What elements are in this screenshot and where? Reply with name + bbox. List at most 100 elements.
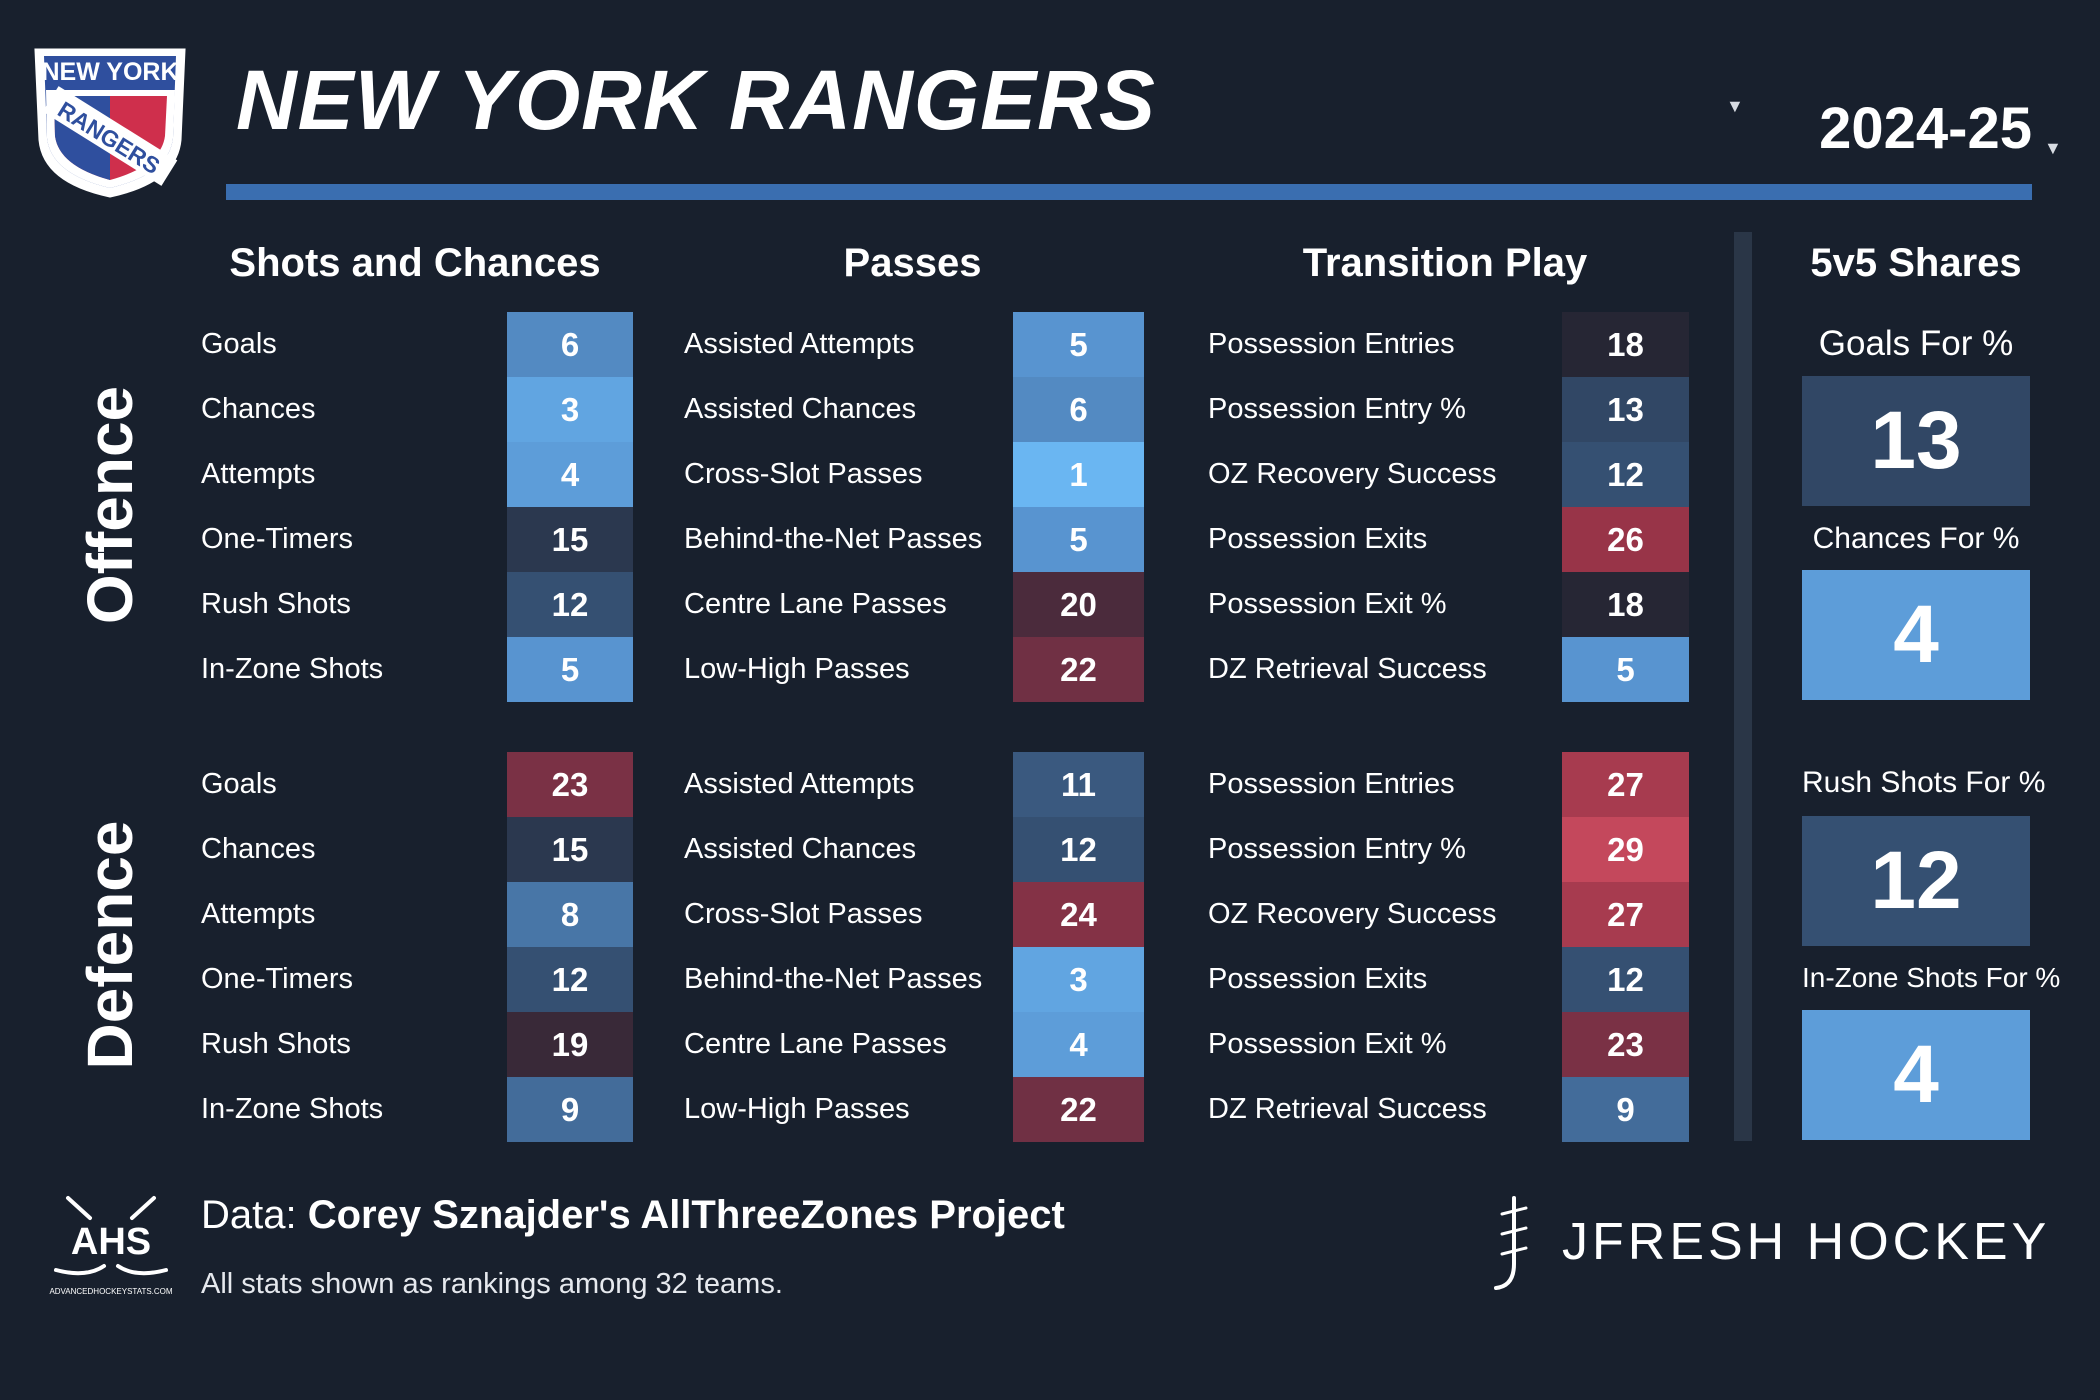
- column-header-passes: Passes: [843, 241, 982, 285]
- offence-shots-rank-cell: 15: [507, 507, 633, 572]
- defence-transition-rank-cell: 27: [1562, 882, 1689, 947]
- offence-transition-label: DZ Retrieval Success: [1208, 653, 1487, 685]
- section-label-defence: Defence: [74, 820, 146, 1070]
- rankings-note: All stats shown as rankings among 32 tea…: [201, 1268, 783, 1300]
- offence-transition-label: Possession Exits: [1208, 523, 1428, 555]
- share-label-goals: Goals For %: [1818, 324, 2014, 363]
- offence-shots-rank-cell: 12: [507, 572, 633, 637]
- share-label-rush-shots: Rush Shots For %: [1802, 766, 2046, 799]
- offence-shots-rank-cell: 3: [507, 377, 633, 442]
- offence-shots-rank-cell: 5: [507, 637, 633, 702]
- offence-passes-rank-cell: 5: [1013, 507, 1144, 572]
- defence-shots-label: Goals: [201, 768, 277, 800]
- logo-text-top: NEW YORK: [41, 58, 178, 86]
- offence-passes-rank-cell: 1: [1013, 442, 1144, 507]
- offence-passes-label: Cross-Slot Passes: [684, 458, 923, 490]
- defence-shots-label: Attempts: [201, 898, 316, 930]
- defence-passes-rank-cell: 11: [1013, 752, 1144, 817]
- defence-shots-label: In-Zone Shots: [201, 1093, 384, 1125]
- section-label-offence: Offence: [74, 385, 146, 625]
- defence-shots-rank-cell: 15: [507, 817, 633, 882]
- defence-transition-label: DZ Retrieval Success: [1208, 1093, 1487, 1125]
- defence-shots-rank-cell: 9: [507, 1077, 633, 1142]
- offence-shots-rank-cell: 4: [507, 442, 633, 507]
- defence-transition-rank-cell: 23: [1562, 1012, 1689, 1077]
- defence-passes-label: Centre Lane Passes: [684, 1028, 947, 1060]
- defence-shots-label: One-Timers: [201, 963, 353, 995]
- offence-passes-label: Low-High Passes: [684, 653, 910, 685]
- data-source-prefix: Data:: [201, 1193, 308, 1237]
- offence-passes-label: Assisted Attempts: [684, 328, 915, 360]
- share-label-in-zone-shots: In-Zone Shots For %: [1802, 962, 2061, 993]
- defence-transition-rank-cell: 27: [1562, 752, 1689, 817]
- season-selector[interactable]: 2024-25: [1819, 96, 2032, 161]
- team-dropdown-caret-icon[interactable]: ▼: [1726, 96, 1744, 116]
- defence-transition-label: Possession Exit %: [1208, 1028, 1447, 1060]
- defence-transition-label: Possession Entries: [1208, 768, 1455, 800]
- offence-shots-label: Goals: [201, 328, 277, 360]
- offence-shots-rank-cell: 6: [507, 312, 633, 377]
- defence-passes-label: Assisted Chances: [684, 833, 917, 865]
- defence-transition-label: OZ Recovery Success: [1208, 898, 1497, 930]
- ahs-logo: AHS ADVANCEDHOCKEYSTATS.COM: [49, 1196, 173, 1296]
- defence-passes-rank-cell: 4: [1013, 1012, 1144, 1077]
- offence-passes-rank-cell: 22: [1013, 637, 1144, 702]
- offence-passes-label: Assisted Chances: [684, 393, 917, 425]
- season-dropdown-caret-icon[interactable]: ▼: [2044, 138, 2062, 158]
- offence-shots-label: In-Zone Shots: [201, 653, 384, 685]
- defence-passes-rank-cell: 3: [1013, 947, 1144, 1012]
- ahs-url-text: ADVANCEDHOCKEYSTATS.COM: [49, 1287, 172, 1296]
- defence-passes-rank-cell: 12: [1013, 817, 1144, 882]
- defence-shots-label: Chances: [201, 833, 316, 865]
- defence-passes-rank-cell: 22: [1013, 1077, 1144, 1142]
- defence-transition-label: Possession Exits: [1208, 963, 1428, 995]
- share-box-goals: 13: [1802, 376, 2030, 506]
- share-box-in-zone-shots: 4: [1802, 1010, 2030, 1140]
- offence-shots-label: Attempts: [201, 458, 316, 490]
- defence-shots-rank-cell: 12: [507, 947, 633, 1012]
- offence-passes-rank-cell: 20: [1013, 572, 1144, 637]
- offence-passes-rank-cell: 5: [1013, 312, 1144, 377]
- ahs-logo-text: AHS: [71, 1221, 151, 1263]
- offence-transition-label: Possession Entry %: [1208, 393, 1466, 425]
- defence-passes-label: Cross-Slot Passes: [684, 898, 923, 930]
- defence-passes-rank-cell: 24: [1013, 882, 1144, 947]
- column-header-shares: 5v5 Shares: [1810, 241, 2022, 285]
- offence-passes-label: Centre Lane Passes: [684, 588, 947, 620]
- brand-name: JFRESH HOCKEY: [1562, 1213, 2051, 1271]
- defence-transition-label: Possession Entry %: [1208, 833, 1466, 865]
- offence-passes-label: Behind-the-Net Passes: [684, 523, 983, 555]
- offence-transition-label: OZ Recovery Success: [1208, 458, 1497, 490]
- defence-passes-label: Behind-the-Net Passes: [684, 963, 983, 995]
- data-source-credit: Data: Corey Sznajder's AllThreeZones Pro…: [201, 1190, 1065, 1240]
- defence-shots-rank-cell: 23: [507, 752, 633, 817]
- offence-transition-rank-cell: 12: [1562, 442, 1689, 507]
- team-title: NEW YORK RANGERS: [236, 53, 1156, 147]
- offence-transition-rank-cell: 18: [1562, 312, 1689, 377]
- column-header-shots: Shots and Chances: [229, 241, 601, 285]
- offence-shots-label: One-Timers: [201, 523, 353, 555]
- offence-transition-rank-cell: 13: [1562, 377, 1689, 442]
- offence-shots-label: Rush Shots: [201, 588, 351, 620]
- offence-transition-label: Possession Entries: [1208, 328, 1455, 360]
- defence-transition-rank-cell: 12: [1562, 947, 1689, 1012]
- defence-shots-rank-cell: 8: [507, 882, 633, 947]
- defence-transition-rank-cell: 9: [1562, 1077, 1689, 1142]
- share-label-chances: Chances For %: [1812, 522, 2020, 555]
- offence-transition-rank-cell: 5: [1562, 637, 1689, 702]
- defence-shots-label: Rush Shots: [201, 1028, 351, 1060]
- share-box-rush-shots: 12: [1802, 816, 2030, 946]
- defence-transition-rank-cell: 29: [1562, 817, 1689, 882]
- column-header-transition: Transition Play: [1302, 241, 1588, 285]
- offence-passes-rank-cell: 6: [1013, 377, 1144, 442]
- offence-transition-rank-cell: 18: [1562, 572, 1689, 637]
- defence-shots-rank-cell: 19: [507, 1012, 633, 1077]
- offence-transition-rank-cell: 26: [1562, 507, 1689, 572]
- offence-transition-label: Possession Exit %: [1208, 588, 1447, 620]
- offence-shots-label: Chances: [201, 393, 316, 425]
- header-rule: [226, 184, 2032, 200]
- share-box-chances: 4: [1802, 570, 2030, 700]
- column-divider: [1734, 232, 1752, 1141]
- team-logo: NEW YORK RANGERS: [34, 48, 186, 198]
- defence-passes-label: Low-High Passes: [684, 1093, 910, 1125]
